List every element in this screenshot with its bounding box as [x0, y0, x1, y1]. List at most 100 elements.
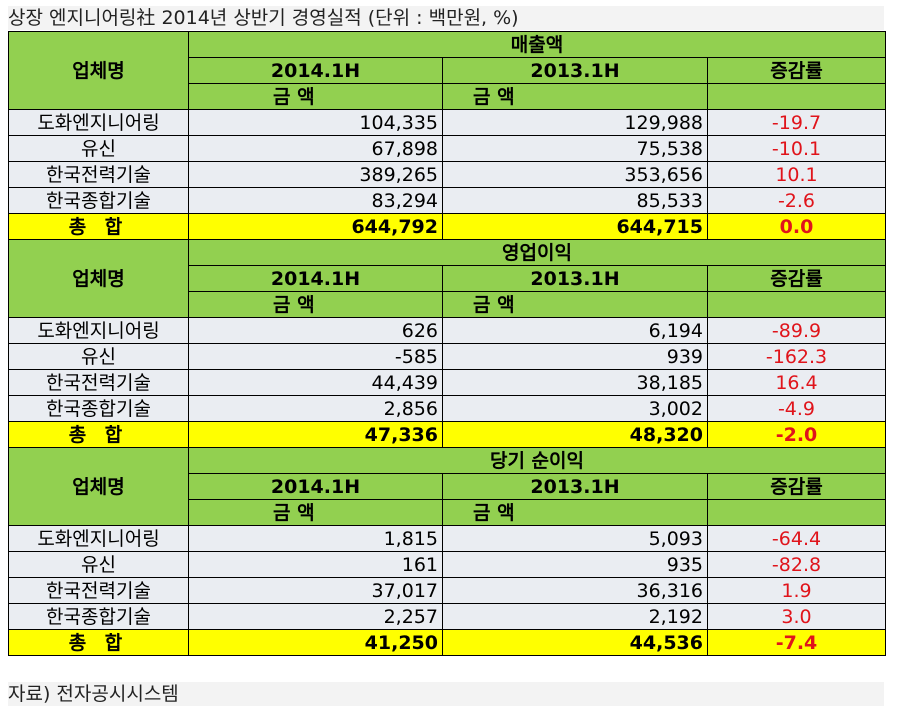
total-label: 총 합: [8, 421, 189, 448]
total-row: 총 합 41,250 44,536 -7.4: [8, 629, 886, 656]
value-2014: 626: [188, 317, 443, 344]
value-2013: 353,656: [442, 161, 708, 188]
total-label: 총 합: [8, 213, 189, 240]
value-2013: 2,192: [442, 603, 708, 630]
company-name: 유신: [8, 343, 189, 370]
company-name: 한국종합기술: [8, 395, 189, 422]
company-name: 도화엔지니어링: [8, 317, 189, 344]
change-rate-header: 증감률: [707, 473, 886, 500]
change-rate-header: 증감률: [707, 57, 886, 84]
amount-2013-header: 금 액: [442, 291, 708, 318]
change-rate: -64.4: [707, 525, 886, 552]
change-rate: -162.3: [707, 343, 886, 370]
value-2014: 2,856: [188, 395, 443, 422]
value-2013: 129,988: [442, 109, 708, 136]
table-row: 유신 67,898 75,538 -10.1: [8, 135, 886, 162]
change-rate: 16.4: [707, 369, 886, 396]
amount-2014-header: 금 액: [188, 291, 443, 318]
table-row: 유신 -585 939 -162.3: [8, 343, 886, 370]
section-header-row: 업체명 영업이익: [8, 239, 886, 318]
change-rate: -19.7: [707, 109, 886, 136]
company-name: 도화엔지니어링: [8, 525, 189, 552]
change-rate: -4.9: [707, 395, 886, 422]
blank-header-cell: [707, 83, 886, 110]
total-2013: 48,320: [442, 421, 708, 448]
total-2014: 41,250: [188, 629, 443, 656]
source-note: 자료) 전자공시시스템: [8, 682, 884, 706]
total-row: 총 합 47,336 48,320 -2.0: [8, 421, 886, 448]
section-header-row: 업체명 매출액: [8, 31, 886, 110]
company-header: 업체명: [8, 447, 189, 526]
period-2014-header: 2014.1H: [188, 473, 443, 500]
value-2013: 6,194: [442, 317, 708, 344]
amount-2013-header: 금 액: [442, 83, 708, 110]
section-header-row: 업체명 당기 순이익: [8, 447, 886, 526]
section-title: 매출액: [188, 31, 886, 58]
table-row: 도화엔지니어링 1,815 5,093 -64.4: [8, 525, 886, 552]
table-row: 한국종합기술 83,294 85,533 -2.6: [8, 187, 886, 214]
company-header: 업체명: [8, 239, 189, 318]
change-rate: 3.0: [707, 603, 886, 630]
value-2013: 935: [442, 551, 708, 578]
value-2013: 85,533: [442, 187, 708, 214]
value-2014: 83,294: [188, 187, 443, 214]
period-2014-header: 2014.1H: [188, 57, 443, 84]
total-change-rate: 0.0: [707, 213, 886, 240]
period-header-row: 2014.1H 2013.1H 증감률: [9, 57, 886, 84]
value-2013: 5,093: [442, 525, 708, 552]
value-2014: 161: [188, 551, 443, 578]
table-row: 유신 161 935 -82.8: [8, 551, 886, 578]
amount-2013-header: 금 액: [442, 499, 708, 526]
table-row: 도화엔지니어링 104,335 129,988 -19.7: [8, 109, 886, 136]
company-header: 업체명: [8, 31, 189, 110]
amount-2014-header: 금 액: [188, 83, 443, 110]
total-label: 총 합: [8, 629, 189, 656]
change-rate: -89.9: [707, 317, 886, 344]
change-rate: -10.1: [707, 135, 886, 162]
change-rate: -2.6: [707, 187, 886, 214]
total-2013: 644,715: [442, 213, 708, 240]
period-2014-header: 2014.1H: [188, 265, 443, 292]
change-rate: 1.9: [707, 577, 886, 604]
table-row: 한국전력기술 389,265 353,656 10.1: [8, 161, 886, 188]
value-2014: 389,265: [188, 161, 443, 188]
total-2013: 44,536: [442, 629, 708, 656]
table-row: 한국전력기술 37,017 36,316 1.9: [8, 577, 886, 604]
value-2014: 1,815: [188, 525, 443, 552]
section-title: 당기 순이익: [188, 447, 886, 474]
value-2013: 939: [442, 343, 708, 370]
table-row: 한국종합기술 2,257 2,192 3.0: [8, 603, 886, 630]
company-name: 유신: [8, 135, 189, 162]
value-2014: 37,017: [188, 577, 443, 604]
total-2014: 47,336: [188, 421, 443, 448]
company-name: 한국종합기술: [8, 603, 189, 630]
period-header-row: 2014.1H 2013.1H 증감률: [9, 473, 886, 500]
table-row: 한국전력기술 44,439 38,185 16.4: [8, 369, 886, 396]
value-2014: 104,335: [188, 109, 443, 136]
period-2013-header: 2013.1H: [442, 265, 708, 292]
period-2013-header: 2013.1H: [442, 57, 708, 84]
value-2014: 2,257: [188, 603, 443, 630]
value-2013: 38,185: [442, 369, 708, 396]
table-row: 한국종합기술 2,856 3,002 -4.9: [8, 395, 886, 422]
total-change-rate: -7.4: [707, 629, 886, 656]
period-header-row: 2014.1H 2013.1H 증감률: [9, 265, 886, 292]
amount-2014-header: 금 액: [188, 499, 443, 526]
table-row: 도화엔지니어링 626 6,194 -89.9: [8, 317, 886, 344]
company-name: 한국전력기술: [8, 161, 189, 188]
change-rate-header: 증감률: [707, 265, 886, 292]
value-2013: 3,002: [442, 395, 708, 422]
change-rate: -82.8: [707, 551, 886, 578]
company-name: 한국종합기술: [8, 187, 189, 214]
blank-header-cell: [707, 291, 886, 318]
company-name: 유신: [8, 551, 189, 578]
total-change-rate: -2.0: [707, 421, 886, 448]
total-row: 총 합 644,792 644,715 0.0: [8, 213, 886, 240]
value-2013: 36,316: [442, 577, 708, 604]
report-title: 상장 엔지니어링社 2014년 상반기 경영실적 (단위 : 백만원, %): [8, 6, 884, 30]
change-rate: 10.1: [707, 161, 886, 188]
